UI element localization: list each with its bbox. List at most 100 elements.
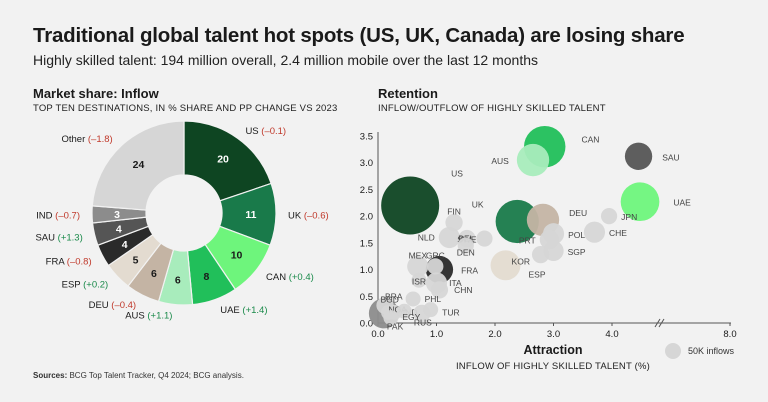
y-tick-label: 2.5 <box>360 185 373 196</box>
slice-value-ind: 3 <box>114 209 120 221</box>
bubble-label-deu: DEU <box>569 208 587 218</box>
bubble-jpn <box>600 208 618 225</box>
market-share-subtitle: TOP TEN DESTINATIONS, IN % SHARE AND PP … <box>33 103 338 114</box>
bubble-label-den: DEN <box>457 248 475 258</box>
donut-slice-other <box>91 120 185 211</box>
source-note: Sources: BCG Top Talent Tracker, Q4 2024… <box>33 371 244 380</box>
slice-name: US <box>245 126 261 137</box>
bubble-label-tur: TUR <box>442 308 459 318</box>
slice-change: (–1.8) <box>88 134 113 145</box>
slice-label-esp: ESP (+0.2) <box>62 279 109 290</box>
bubble-label-can: CAN <box>581 135 599 145</box>
bubble-us <box>381 176 440 235</box>
bubble-label-fin: FIN <box>447 207 461 217</box>
slice-name: SAU <box>35 233 57 244</box>
bubble-label-fra: FRA <box>461 266 478 276</box>
bubble-label-che: CHE <box>609 228 627 238</box>
slice-name: ESP <box>62 279 83 290</box>
bubble-isr <box>411 272 427 288</box>
slice-change: (–0.7) <box>55 211 80 222</box>
bubble-label-pol: POL <box>568 230 585 240</box>
bubble-label-sau: SAU <box>662 152 679 162</box>
bubble-label-uae: UAE <box>673 198 691 208</box>
bubble-label-aus: AUS <box>491 156 509 166</box>
bubble-pak <box>383 310 399 326</box>
bubble-uk <box>495 199 539 244</box>
market-share-title: Market share: Inflow <box>33 86 159 101</box>
y-tick-label: 3.5 <box>360 132 373 143</box>
slice-name: AUS <box>125 311 147 322</box>
bubble-label-isr: ISR <box>412 276 426 286</box>
slice-label-other: Other (–1.8) <box>61 134 112 145</box>
slice-value-can: 10 <box>231 250 243 262</box>
bubble-label-bgd: BGD <box>381 294 399 304</box>
bubble-label-egy: EGY <box>402 312 420 322</box>
bubble-egy <box>396 303 412 319</box>
bubble-label-mex: MEX <box>409 250 428 260</box>
retention-subtitle: INFLOW/OUTFLOW OF HIGHLY SKILLED TALENT <box>378 103 606 114</box>
bubble-kor <box>531 245 550 264</box>
page-title: Traditional global talent hot spots (US,… <box>33 24 685 47</box>
page-subtitle: Highly skilled talent: 194 million overa… <box>33 52 539 68</box>
slice-name: FRA <box>46 256 67 267</box>
retention-title: Retention <box>378 86 438 101</box>
y-tick-label: 1.0 <box>360 265 373 276</box>
slice-change: (+0.4) <box>289 272 314 283</box>
source-label: Sources: <box>33 371 68 380</box>
x-tick-label: 0.0 <box>371 329 384 340</box>
size-legend-label: 50K inflows <box>688 346 735 356</box>
x-tick-label: 3.0 <box>547 329 560 340</box>
x-tick-label: 8.0 <box>723 329 736 340</box>
bubble-label-kor: KOR <box>512 257 530 267</box>
y-tick-label: 0.0 <box>360 319 373 330</box>
slice-name: DEU <box>89 300 112 311</box>
slice-label-ind: IND (–0.7) <box>36 211 80 222</box>
bubble-bel <box>476 230 493 247</box>
bubble-label-rus: RUS <box>414 317 432 327</box>
bubble-nld <box>438 226 460 249</box>
slice-label-uae: UAE (+1.4) <box>220 305 267 316</box>
slice-change: (–0.6) <box>304 211 329 222</box>
size-legend-bubble <box>665 343 681 359</box>
bubble-label-uk: UK <box>472 199 484 209</box>
slice-label-us: US (–0.1) <box>245 126 286 137</box>
slice-name: CAN <box>266 272 289 283</box>
bubble-label-pak: PAK <box>387 322 404 332</box>
slice-value-deu: 6 <box>151 268 157 280</box>
bubble-esp <box>490 250 521 281</box>
axis-break-mark <box>658 318 665 328</box>
slice-value-other: 24 <box>133 159 145 171</box>
bubble-label-ita: ITA <box>449 278 462 288</box>
slice-label-fra: FRA (–0.8) <box>46 256 92 267</box>
bubble-phl <box>405 291 421 307</box>
axis-break-mark <box>654 318 661 328</box>
slice-value-uk: 11 <box>245 209 256 221</box>
slice-value-aus: 6 <box>175 275 181 287</box>
bubble-mex <box>407 255 429 277</box>
bubble-label-bra: BRA <box>385 291 403 301</box>
slice-label-uk: UK (–0.6) <box>288 211 329 222</box>
bubble-label-phl: PHL <box>425 294 442 304</box>
slice-name: IND <box>36 211 55 222</box>
slice-change: (–0.8) <box>67 256 92 267</box>
bubble-label-chn: CHN <box>454 285 472 295</box>
x-axis-title: Attraction <box>523 343 582 357</box>
bubble-label-us: US <box>451 168 463 178</box>
slice-value-sau: 4 <box>116 223 122 235</box>
bubble-label-nld: NLD <box>418 233 435 243</box>
bubble-grc <box>427 258 444 275</box>
bubble-label-esp: ESP <box>529 269 546 279</box>
bubble-aus <box>516 143 550 177</box>
slice-name: UAE <box>220 305 242 316</box>
bubble-label-grc: GRC <box>426 250 445 260</box>
slice-change: (+1.4) <box>242 305 267 316</box>
slice-change: (+1.3) <box>58 233 83 244</box>
bubble-prt <box>539 229 560 250</box>
x-tick-label: 1.0 <box>430 329 443 340</box>
slice-value-esp: 5 <box>133 254 139 266</box>
bubble-label-jpn: JPN <box>621 212 637 222</box>
bubble-fin <box>445 213 463 232</box>
slice-name: UK <box>288 211 304 222</box>
bubble-label-sgp: SGP <box>568 247 586 257</box>
